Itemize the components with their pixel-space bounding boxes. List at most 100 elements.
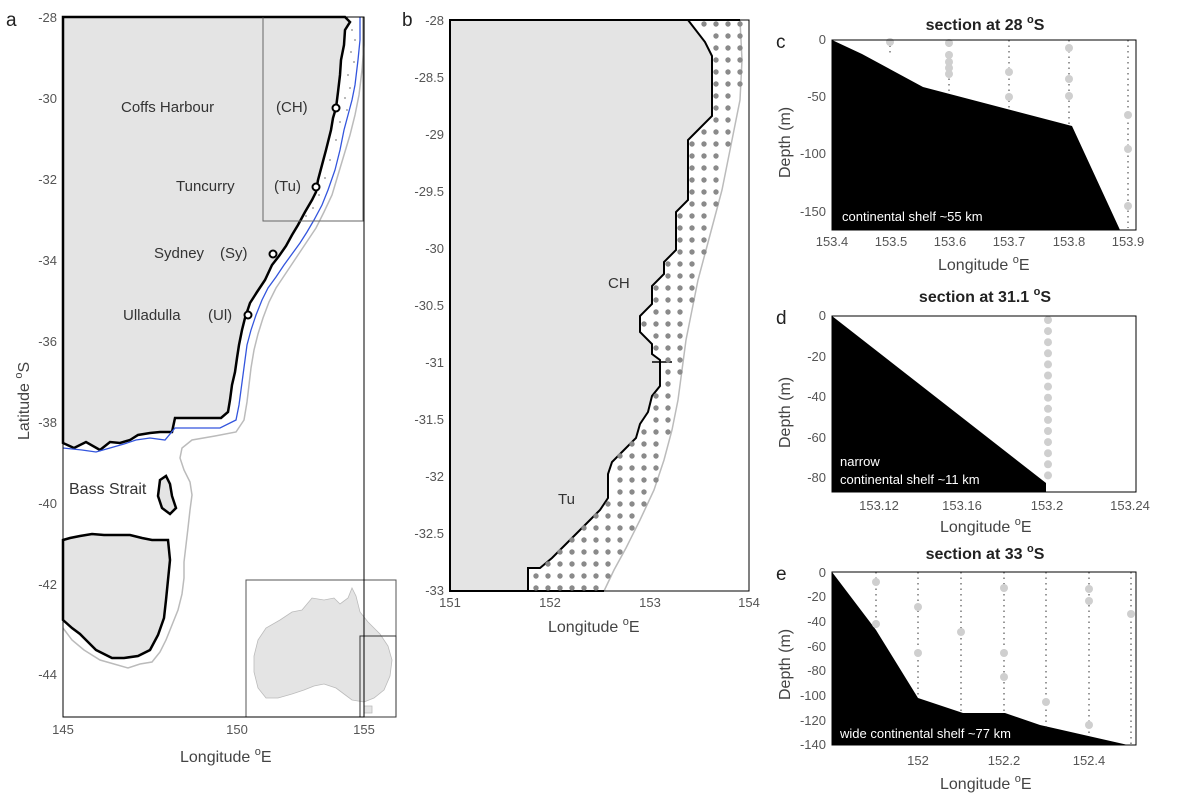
seabed-profile: [832, 572, 1128, 745]
y-tick: -100: [800, 688, 826, 703]
x-tick: 152.2: [988, 753, 1021, 768]
grid-point: [593, 513, 599, 519]
x-tick: 153.12: [859, 498, 899, 513]
y-tick: -30.5: [414, 298, 444, 313]
grid-point: [665, 369, 671, 375]
grid-point: [725, 57, 731, 63]
y-tick: -150: [800, 204, 826, 219]
grid-point: [713, 69, 719, 75]
grid-point: [593, 585, 599, 591]
grid-point: [593, 561, 599, 567]
grid-point: [713, 165, 719, 171]
y-tick: -40: [38, 496, 57, 511]
grid-point: [713, 153, 719, 159]
x-tick: 152: [539, 595, 561, 610]
grid-point: [569, 585, 575, 591]
grid-point: [617, 489, 623, 495]
grid-point: [617, 501, 623, 507]
grid-point: [665, 429, 671, 435]
y-tick: -29.5: [414, 184, 444, 199]
x-tick: 154: [738, 595, 760, 610]
x-tick: 153.9: [1112, 234, 1145, 249]
panel-d-letter: d: [776, 308, 787, 329]
sample-point: [1044, 338, 1052, 347]
grid-point: [737, 57, 743, 63]
site-label-ulladulla: Ulladulla: [123, 307, 181, 324]
grid-point: [569, 561, 575, 567]
y-tick: -32: [425, 469, 444, 484]
y-tick: -31.5: [414, 412, 444, 427]
y-tick: -140: [800, 737, 826, 752]
site-marker-tuncurry: [311, 182, 321, 192]
grid-point: [701, 153, 707, 159]
grid-point: [701, 21, 707, 27]
panel-d-note-line-1: narrow: [840, 454, 880, 469]
y-tick: -32.5: [414, 526, 444, 541]
grid-point: [677, 357, 683, 363]
grid-point: [641, 501, 647, 507]
grid-point: [689, 213, 695, 219]
panel-e-section: e section at 33 oS wide continental shel…: [776, 543, 1137, 793]
grid-point: [653, 393, 659, 399]
grid-point: [557, 585, 563, 591]
grid-point: [653, 309, 659, 315]
site-markers: [243, 103, 341, 320]
grid-point: [677, 369, 683, 375]
grid-point: [737, 69, 743, 75]
site-label-tuncurry: Tuncurry: [176, 178, 235, 195]
grid-point: [617, 525, 623, 531]
grid-point: [725, 93, 731, 99]
grid-point: [641, 453, 647, 459]
x-tick: 153.24: [1110, 498, 1150, 513]
y-tick: -28: [38, 10, 57, 25]
grid-point: [677, 333, 683, 339]
grid-point: [653, 333, 659, 339]
grid-point: [665, 309, 671, 315]
grid-point: [677, 213, 683, 219]
x-tick: 150: [226, 722, 248, 737]
grid-point: [653, 441, 659, 447]
grid-point: [725, 141, 731, 147]
grid-point: [617, 477, 623, 483]
y-tick: -80: [807, 470, 826, 485]
grid-point: [689, 201, 695, 207]
sample-points: [1044, 316, 1052, 480]
grid-point: [713, 21, 719, 27]
grid-point: [581, 525, 587, 531]
grid-point: [629, 501, 635, 507]
grid-point: [605, 561, 611, 567]
site-marker-coffs-harbour: [331, 103, 341, 113]
grid-point: [689, 261, 695, 267]
y-tick: -20: [807, 589, 826, 604]
grid-point: [701, 177, 707, 183]
sample-point: [1044, 438, 1052, 447]
grid-point: [581, 585, 587, 591]
grid-point: [653, 345, 659, 351]
panel-b-letter: b: [402, 10, 413, 31]
grid-point: [701, 165, 707, 171]
x-tick: 153.8: [1053, 234, 1086, 249]
grid-point: [653, 321, 659, 327]
y-tick: -36: [38, 334, 57, 349]
grid-point: [689, 297, 695, 303]
grid-point: [689, 273, 695, 279]
panel-e-title: section at 33 oS: [926, 543, 1045, 563]
grid-point: [617, 513, 623, 519]
sample-point: [1044, 404, 1052, 413]
panel-e-x-label: Longitude oE: [940, 773, 1032, 793]
model-grid-points: [533, 21, 743, 591]
panel-c-letter: c: [776, 32, 786, 53]
grid-point: [689, 237, 695, 243]
grid-point: [713, 57, 719, 63]
grid-point: [701, 189, 707, 195]
grid-point: [593, 525, 599, 531]
panel-c-note: continental shelf ~55 km: [842, 209, 983, 224]
y-tick: -31: [425, 355, 444, 370]
grid-point: [701, 249, 707, 255]
grid-point: [545, 585, 551, 591]
australia-inset-map: [245, 579, 397, 718]
x-tick: 153.4: [816, 234, 849, 249]
grid-point: [665, 273, 671, 279]
site-marker-sydney: [268, 249, 278, 259]
site-label-sydney: Sydney: [154, 245, 205, 262]
